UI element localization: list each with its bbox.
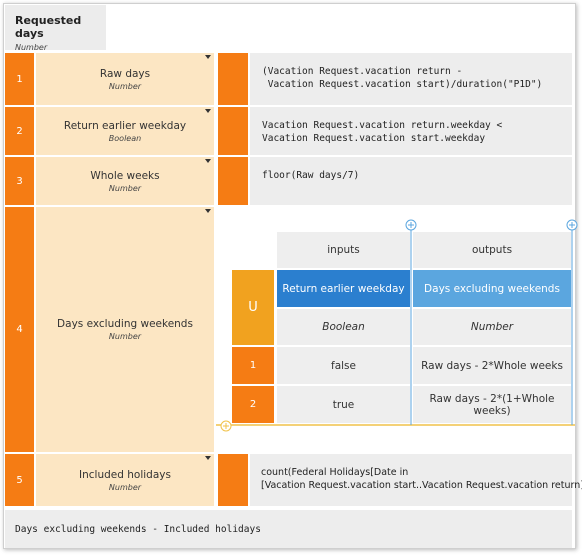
header: Requested days Number <box>5 5 106 52</box>
row-type: Number <box>108 81 142 91</box>
cell-marker <box>218 107 248 155</box>
inputs-header: inputs <box>277 232 410 268</box>
menu-arrow[interactable] <box>205 55 211 59</box>
rule-output[interactable]: Raw days - 2*(1+Whole weeks) <box>413 386 571 423</box>
expr-line: (Vacation Request.vacation return - <box>262 66 463 77</box>
cell-marker <box>218 454 248 506</box>
plus-icon <box>408 222 414 228</box>
row-name: Raw days <box>99 67 151 80</box>
row-number: 1 <box>5 53 34 105</box>
row-name: Whole weeks <box>90 169 160 182</box>
rule-number: 1 <box>232 347 274 384</box>
row-label[interactable]: Included holidays Number <box>36 454 214 506</box>
menu-arrow[interactable] <box>205 109 211 113</box>
plus-icon <box>569 222 575 228</box>
input-name[interactable]: Return earlier weekday <box>277 270 410 307</box>
rule-output[interactable]: Raw days - 2*Whole weeks <box>413 347 571 384</box>
frame <box>3 3 576 549</box>
rule-input[interactable]: true <box>277 386 410 423</box>
plus-icon <box>223 423 229 429</box>
row-number: 5 <box>5 454 34 506</box>
expr-line: Vacation Request.vacation return.weekday… <box>262 120 503 131</box>
outputs-header: outputs <box>413 232 571 268</box>
row-type: Number <box>108 332 142 341</box>
row-name: Included holidays <box>79 468 171 481</box>
header-title: Requested days <box>15 14 82 40</box>
cell-marker <box>218 53 248 105</box>
expression[interactable]: Vacation Request.vacation return.weekday… <box>250 107 572 155</box>
expr-line: floor(Raw days/7) <box>262 170 360 181</box>
row-label[interactable]: Days excluding weekends Number <box>36 207 214 452</box>
row-label[interactable]: Whole weeks Number <box>36 157 214 205</box>
expression[interactable]: floor(Raw days/7) <box>250 157 572 205</box>
output-type: Number <box>413 309 571 345</box>
expr-line: Vacation Request.vacation start.weekday <box>262 133 486 144</box>
rule-input[interactable]: false <box>277 347 410 384</box>
menu-arrow[interactable] <box>205 209 211 213</box>
row-name: Return earlier weekday <box>63 119 187 132</box>
expr-line: count(Federal Holidays[Date in <box>261 467 409 478</box>
row-name: Days excluding weekends <box>57 318 193 330</box>
row-number: 3 <box>5 157 34 205</box>
input-type: Boolean <box>277 309 410 345</box>
rule-number: 2 <box>232 386 274 423</box>
expression[interactable]: (Vacation Request.vacation return - Vaca… <box>250 53 572 105</box>
expression[interactable]: count(Federal Holidays[Date in [Vacation … <box>250 454 582 506</box>
row-label[interactable]: Raw days Number <box>36 53 214 105</box>
row-type: Number <box>108 183 142 193</box>
row-type: Number <box>108 482 142 492</box>
cell-marker <box>218 157 248 205</box>
row-label[interactable]: Return earlier weekday Boolean <box>36 107 214 155</box>
hit-policy[interactable]: U <box>232 270 274 345</box>
row-type: Boolean <box>108 133 142 143</box>
expr-line: Vacation Request.vacation start)/duratio… <box>262 79 543 90</box>
header-type: Number <box>15 43 48 52</box>
menu-arrow[interactable] <box>205 456 211 460</box>
output-name[interactable]: Days excluding weekends <box>413 270 571 307</box>
row-number: 4 <box>5 207 34 452</box>
result-expression[interactable]: Days excluding weekends - Included holid… <box>5 510 572 548</box>
menu-arrow[interactable] <box>205 159 211 163</box>
row-number: 2 <box>5 107 34 155</box>
expr-line: [Vacation Request.vacation start..Vacati… <box>261 480 582 491</box>
